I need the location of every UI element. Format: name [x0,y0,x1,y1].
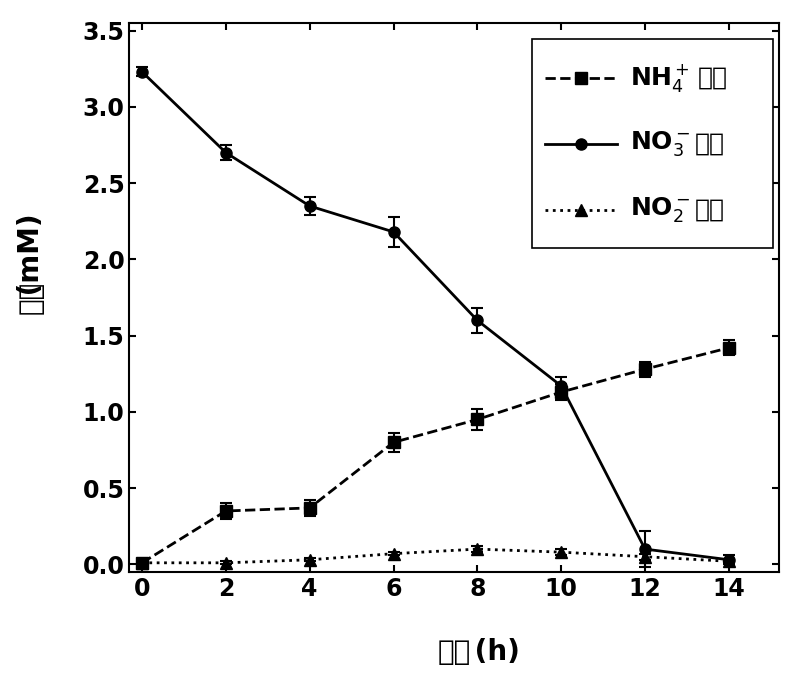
Text: 产生: 产生 [698,66,728,90]
Text: 产生: 产生 [694,198,725,222]
Text: 浓度: 浓度 [17,281,45,314]
Text: 还原: 还原 [694,132,725,156]
Bar [532,40,773,248]
Text: NO$_2^-$: NO$_2^-$ [630,195,690,224]
Text: NO$_3^-$: NO$_3^-$ [630,129,690,158]
Text: (h): (h) [388,638,520,666]
Text: 时间: 时间 [438,638,471,666]
Text: NH$_4^+$: NH$_4^+$ [630,62,690,94]
Text: (mM): (mM) [17,213,45,382]
